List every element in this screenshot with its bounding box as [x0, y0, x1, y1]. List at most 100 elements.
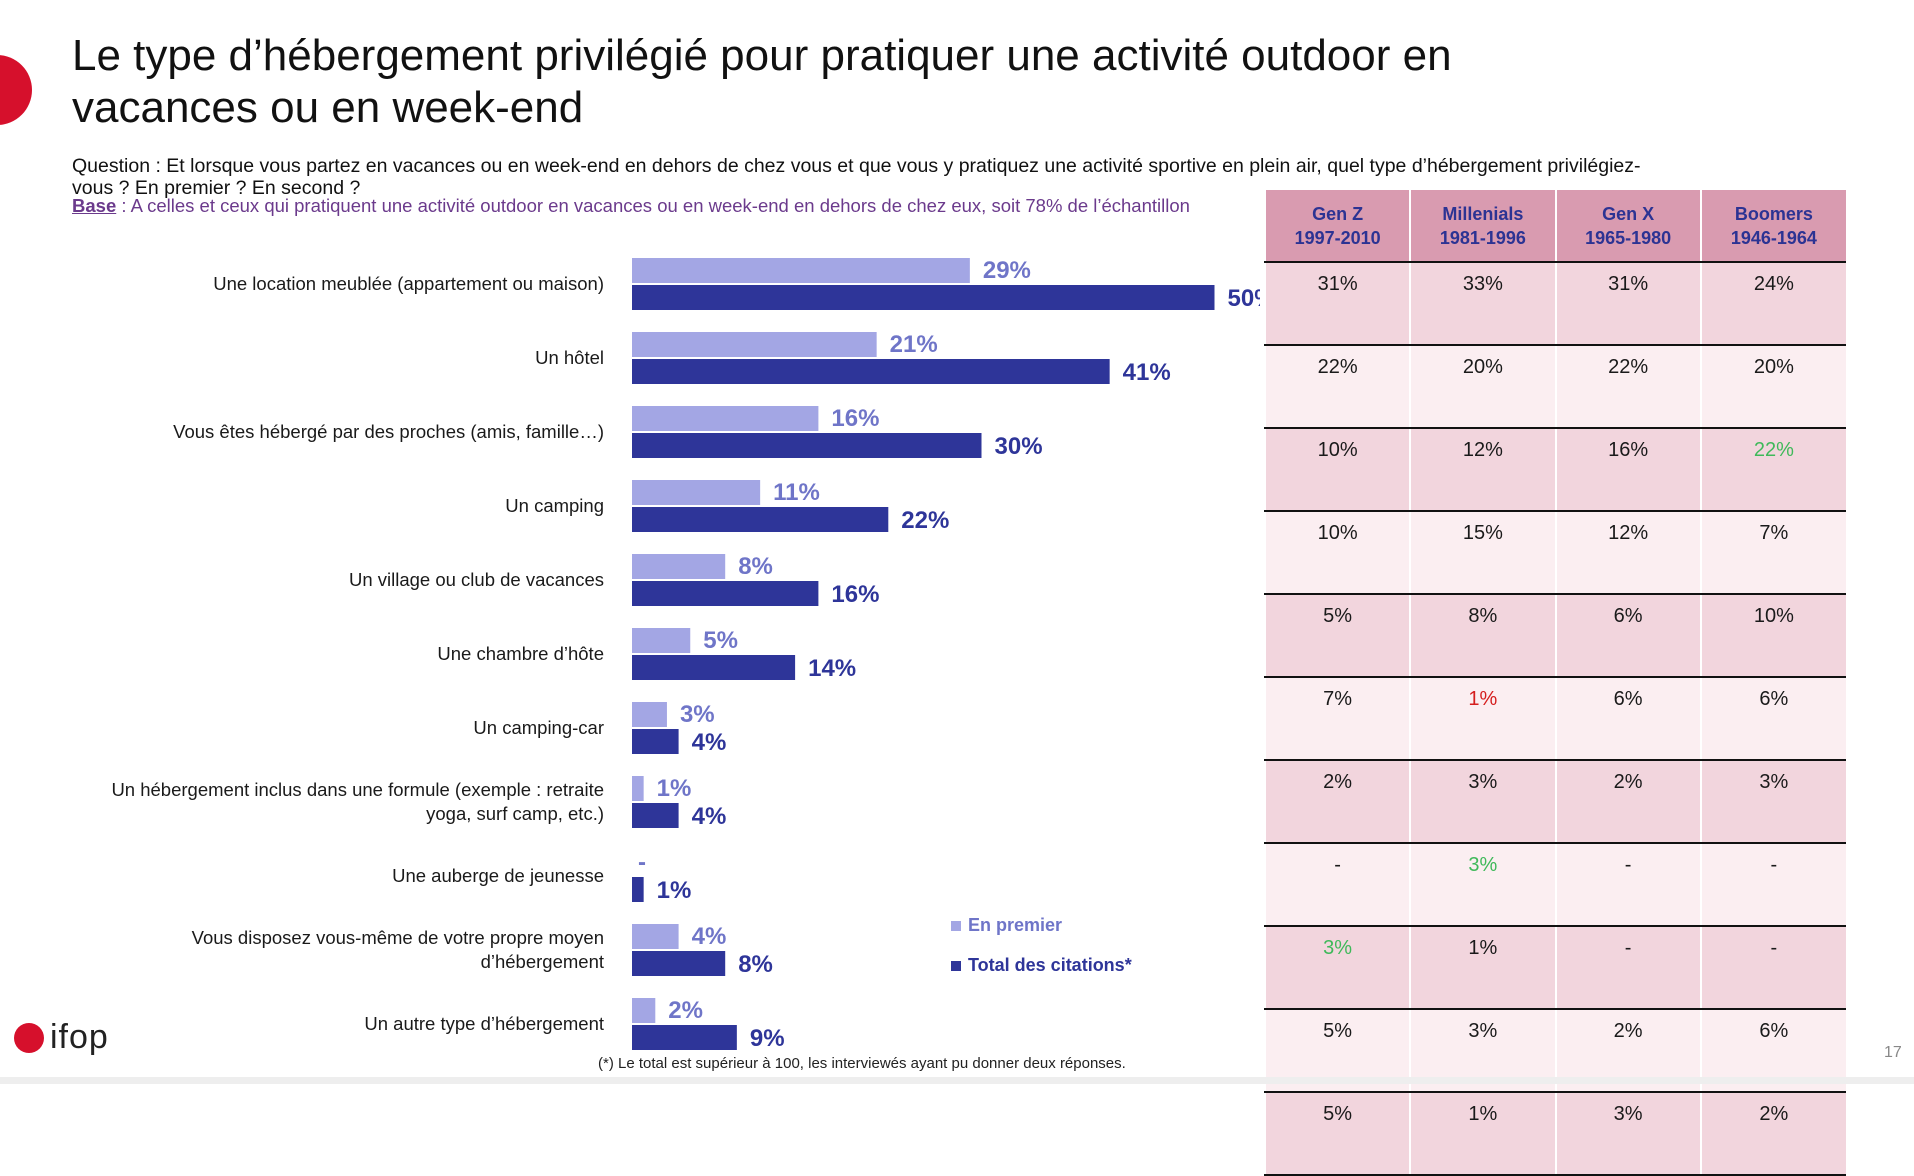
table-cell: 12% [1409, 428, 1556, 512]
value-label-en-premier: 4% [692, 923, 727, 950]
value-label-total-citations: 9% [750, 1025, 785, 1052]
table-cell: 3% [1409, 760, 1556, 844]
page-number: 17 [1884, 1044, 1902, 1061]
bar-en-premier [632, 628, 691, 653]
bar-total-citations [632, 655, 796, 680]
category-label-line: Un village ou club de vacances [349, 569, 604, 590]
generation-name: Millenials [1442, 203, 1524, 224]
bar-en-premier [632, 406, 819, 431]
bar-total-citations [632, 359, 1110, 384]
value-label-total-citations: 8% [738, 951, 773, 978]
value-label-en-premier: 21% [890, 331, 938, 358]
category-label: Un hôtel [535, 347, 604, 368]
table-row: -3% - - [1263, 843, 1846, 927]
table-cell: 20% [1699, 345, 1846, 429]
bar-en-premier [632, 998, 656, 1023]
value-label-total-citations: 30% [995, 433, 1043, 460]
bar-total-citations [632, 433, 982, 458]
category-label: Une auberge de jeunesse [392, 865, 604, 886]
table-cell: 6% [1699, 677, 1846, 761]
bar-chart: Une location meublée (appartement ou mai… [111, 257, 1261, 1052]
table-cell: 1% [1409, 677, 1556, 761]
category-label: Vous êtes hébergé par des proches (amis,… [173, 421, 604, 442]
table-cell: 31% [1263, 262, 1411, 346]
value-label-total-citations: 4% [692, 729, 727, 756]
table-cell: 2% [1263, 760, 1411, 844]
category-label: Un camping-car [473, 717, 604, 738]
generation-name: Gen X [1602, 203, 1655, 224]
value-label-total-citations: 41% [1123, 359, 1171, 386]
table-cell: 33% [1409, 262, 1556, 346]
category-label-line: yoga, surf camp, etc.) [426, 803, 604, 824]
table-cell: 3% [1263, 926, 1411, 1010]
generation-years: 1965-1980 [1585, 227, 1672, 248]
value-label-en-premier: - [638, 849, 646, 876]
table-cell: 10% [1263, 511, 1411, 595]
table-row: 22% 20% 22% 20% [1263, 345, 1846, 429]
bar-en-premier [632, 258, 970, 283]
category-label-line: Une auberge de jeunesse [392, 865, 604, 886]
bar-total-citations [632, 1025, 737, 1050]
category-label-line: Vous disposez vous-même de votre propre … [192, 927, 604, 948]
survey-base: Base : A celles et ceux qui pratiquent u… [72, 195, 1192, 216]
generation-name: Gen Z [1312, 203, 1364, 224]
category-label: Un hébergement inclus dans une formule (… [111, 779, 604, 824]
table-row: 3% 1% - - [1263, 926, 1846, 1010]
category-label-line: Une chambre d’hôte [437, 643, 604, 664]
category-label: Une chambre d’hôte [437, 643, 604, 664]
table-row: 5% 1% 3% 2% [1263, 1092, 1846, 1176]
category-label-line: Un hôtel [535, 347, 604, 368]
category-label: Vous disposez vous-même de votre propre … [192, 927, 604, 972]
table-cell: 6% [1554, 677, 1701, 761]
table-cell: - [1263, 843, 1411, 927]
table-cell: 3% [1409, 843, 1556, 927]
slide: Le type d’hébergement privilégié pour pr… [0, 31, 1914, 1176]
table-cell: 24% [1699, 262, 1846, 346]
legend-swatch-total-citations [951, 961, 961, 971]
bar-en-premier [632, 776, 644, 801]
category-label: Un camping [505, 495, 604, 516]
category-label: Une location meublée (appartement ou mai… [213, 273, 604, 294]
bar-en-premier [632, 332, 877, 357]
table-cell: 6% [1554, 594, 1701, 678]
table-header-cell: Gen X 1965-1980 [1554, 190, 1701, 263]
table-row: 10% 15% 12% 7% [1263, 511, 1846, 595]
bar-total-citations [632, 877, 644, 902]
category-label-line: Un camping [505, 495, 604, 516]
value-label-en-premier: 3% [680, 701, 715, 728]
table-cell: 7% [1263, 677, 1411, 761]
value-label-en-premier: 11% [773, 479, 820, 506]
table-header-cell: Millenials 1981-1996 [1409, 190, 1556, 263]
legend-swatch-en-premier [951, 921, 961, 931]
legend-label-en-premier: En premier [968, 915, 1062, 935]
table-cell: - [1699, 843, 1846, 927]
bar-total-citations [632, 803, 679, 828]
table-cell: 20% [1409, 345, 1556, 429]
table-cell: 2% [1554, 760, 1701, 844]
bar-total-citations [632, 285, 1215, 310]
generation-years: 1946-1964 [1730, 227, 1817, 248]
category-label-line: Un hébergement inclus dans une formule (… [111, 779, 604, 800]
table-cell: 8% [1409, 594, 1556, 678]
category-label-line: d’hébergement [481, 951, 604, 972]
category-label-line: Vous êtes hébergé par des proches (amis,… [173, 421, 604, 442]
logo-text: ifop [50, 1018, 109, 1056]
legend-label-total-citations: Total des citations* [968, 955, 1132, 975]
table-cell: 5% [1263, 1092, 1411, 1176]
generation-name: Boomers [1734, 203, 1813, 224]
base-label: Base [72, 195, 117, 216]
table-row: 31% 33% 31% 24% [1263, 262, 1846, 346]
bar-en-premier [632, 554, 726, 579]
table-cell: 10% [1263, 428, 1411, 512]
table-cell: - [1699, 926, 1846, 1010]
generation-years: 1997-2010 [1294, 227, 1381, 248]
bar-total-citations [632, 951, 726, 976]
value-label-total-citations: 50% [1228, 285, 1261, 312]
table-row: 5% 8% 6% 10% [1263, 594, 1846, 678]
table-cell: 2% [1699, 1092, 1846, 1176]
value-label-total-citations: 16% [831, 581, 879, 608]
table-cell: 7% [1699, 511, 1846, 595]
table-cell: 5% [1263, 594, 1411, 678]
table-cell: 22% [1263, 345, 1411, 429]
table-row: 2% 3% 2% 3% [1263, 760, 1846, 844]
